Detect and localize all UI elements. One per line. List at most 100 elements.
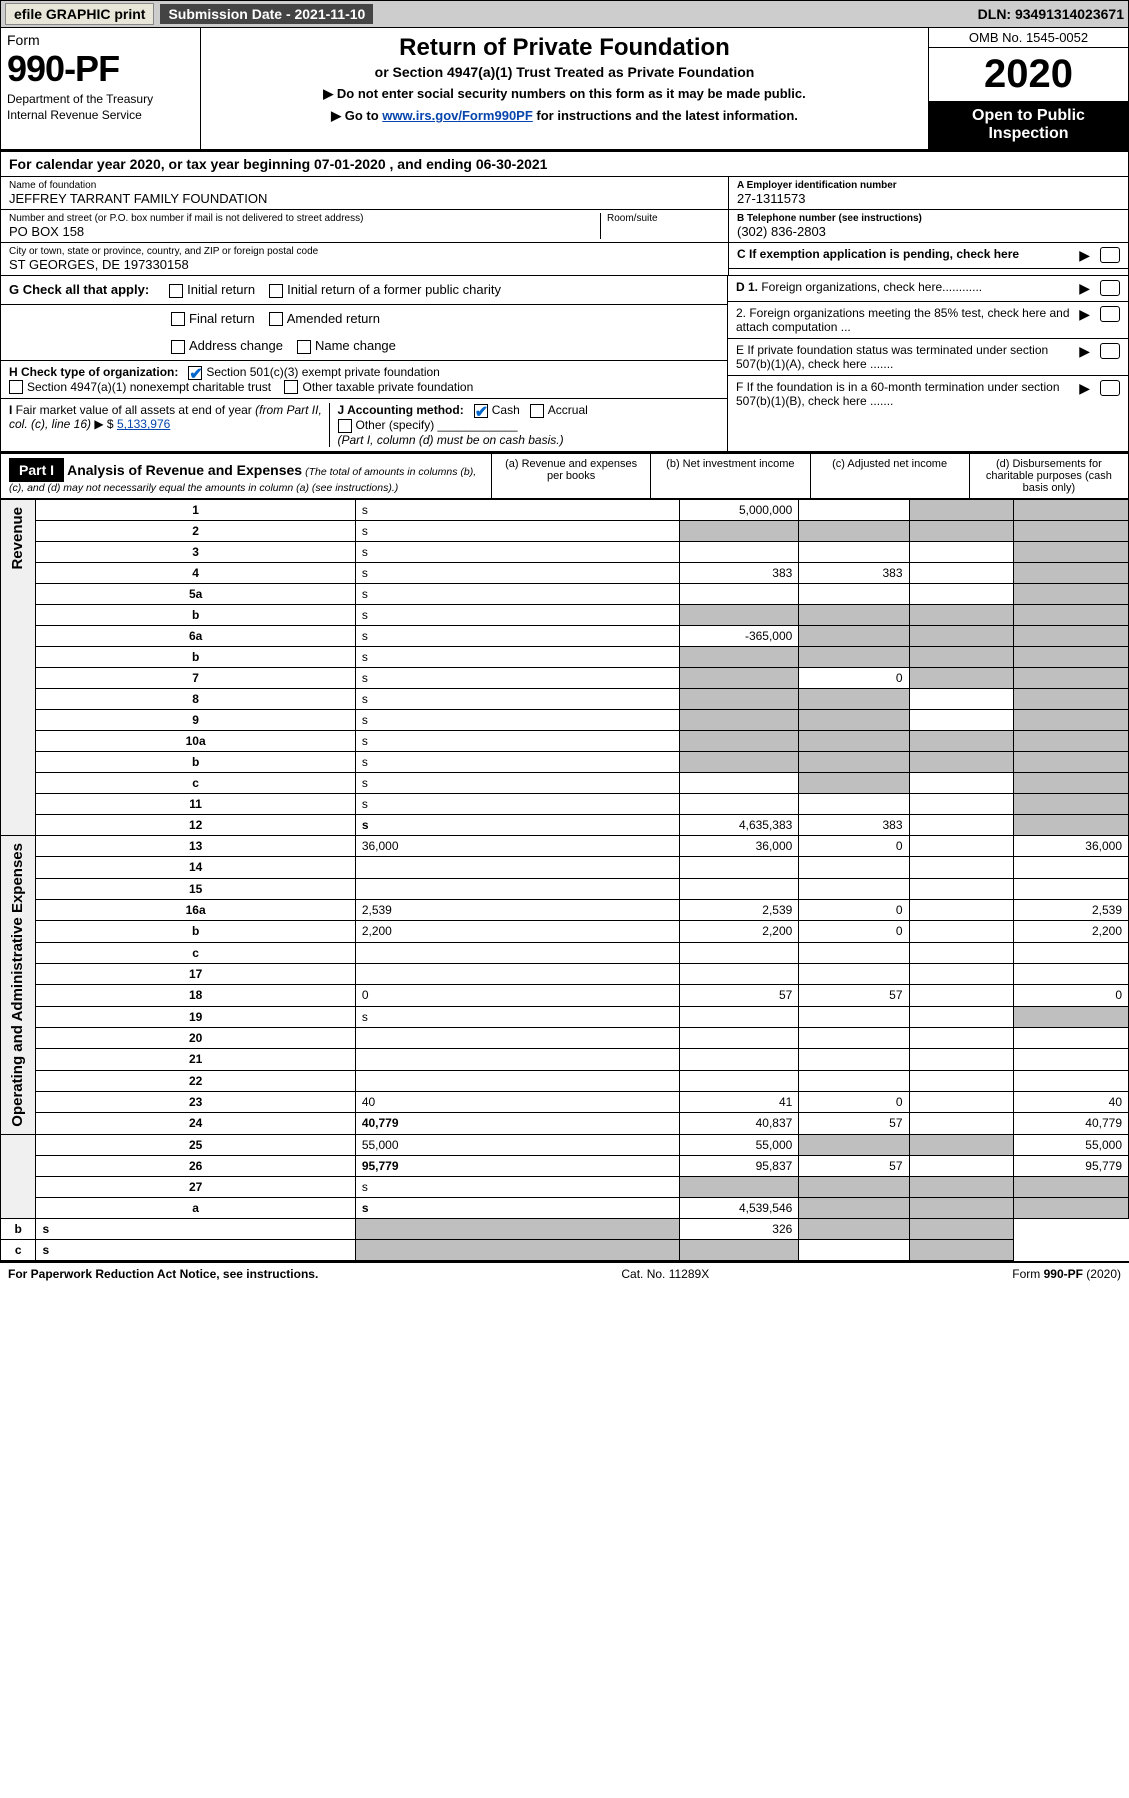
cell-a: 36,000 xyxy=(679,836,798,857)
cell-b: 326 xyxy=(679,1218,798,1239)
cell-c xyxy=(909,836,1014,857)
cell-c xyxy=(909,1049,1014,1070)
line-num: 11 xyxy=(36,794,355,815)
line-desc xyxy=(355,878,679,899)
footer-mid: Cat. No. 11289X xyxy=(621,1267,709,1281)
cell-d: 55,000 xyxy=(1014,1134,1129,1155)
cell-a xyxy=(679,731,798,752)
f-checkbox[interactable] xyxy=(1100,380,1120,396)
cell-b: 0 xyxy=(799,921,909,942)
cell-c xyxy=(909,647,1014,668)
line-desc: s xyxy=(355,605,679,626)
part1-header: Part I Analysis of Revenue and Expenses … xyxy=(0,452,1129,499)
cell-d: 40,779 xyxy=(1014,1113,1129,1134)
cell-c xyxy=(909,521,1014,542)
e-checkbox[interactable] xyxy=(1100,343,1120,359)
line-num: b xyxy=(36,647,355,668)
cell-b: 383 xyxy=(799,563,909,584)
g-initial-return-cb[interactable] xyxy=(169,284,183,298)
line-num: c xyxy=(36,773,355,794)
cell-d xyxy=(1014,605,1129,626)
cell-d xyxy=(909,1239,1014,1260)
line-desc: s xyxy=(355,563,679,584)
line-desc: s xyxy=(355,1006,679,1027)
cell-b xyxy=(799,963,909,984)
cell-b xyxy=(679,1239,798,1260)
cell-b xyxy=(799,752,909,773)
g-final-return-cb[interactable] xyxy=(171,312,185,326)
c-checkbox[interactable] xyxy=(1100,247,1120,263)
line-desc: s xyxy=(355,626,679,647)
efile-button[interactable]: efile GRAPHIC print xyxy=(5,3,154,25)
g-address-change-cb[interactable] xyxy=(171,340,185,354)
d2-checkbox[interactable] xyxy=(1100,306,1120,322)
line-desc: s xyxy=(355,521,679,542)
h-4947-cb[interactable] xyxy=(9,380,23,394)
line-num: 20 xyxy=(36,1027,355,1048)
line-desc: s xyxy=(355,752,679,773)
department: Department of the Treasury xyxy=(7,92,194,106)
note-ssn: ▶ Do not enter social security numbers o… xyxy=(207,86,922,102)
cell-a xyxy=(679,668,798,689)
col-b-header: (b) Net investment income xyxy=(650,454,809,498)
j-other-cb[interactable] xyxy=(338,419,352,433)
cell-d: 40 xyxy=(1014,1091,1129,1112)
cell-d xyxy=(1014,878,1129,899)
room-label: Room/suite xyxy=(607,213,720,224)
cell-a xyxy=(679,857,798,878)
line-num: 23 xyxy=(36,1091,355,1112)
instructions-link[interactable]: www.irs.gov/Form990PF xyxy=(382,108,533,123)
j-label: J Accounting method: xyxy=(338,403,464,417)
cell-d xyxy=(1014,668,1129,689)
c-exemption-label: C If exemption application is pending, c… xyxy=(737,247,1079,261)
line-desc: s xyxy=(355,584,679,605)
cell-c xyxy=(909,1197,1014,1218)
h-other-taxable-cb[interactable] xyxy=(284,380,298,394)
line-desc: s xyxy=(355,542,679,563)
cell-b xyxy=(799,689,909,710)
cell-a xyxy=(679,752,798,773)
line-desc: s xyxy=(355,668,679,689)
form-title: Return of Private Foundation xyxy=(207,34,922,62)
g-initial-former-cb[interactable] xyxy=(269,284,283,298)
line-desc: s xyxy=(355,689,679,710)
cell-a xyxy=(679,1027,798,1048)
h-501c3-cb[interactable] xyxy=(188,366,202,380)
line-desc: s xyxy=(355,1176,679,1197)
col-d-header: (d) Disbursements for charitable purpose… xyxy=(969,454,1128,498)
form-label: Form xyxy=(7,32,194,48)
line-num: a xyxy=(36,1197,355,1218)
cell-d xyxy=(1014,1176,1129,1197)
cell-b: 0 xyxy=(799,836,909,857)
d1-label: D 1. Foreign organizations, check here..… xyxy=(736,280,1079,294)
cell-d xyxy=(1014,689,1129,710)
j-accrual-cb[interactable] xyxy=(530,404,544,418)
line-desc: 0 xyxy=(355,985,679,1006)
city-label: City or town, state or province, country… xyxy=(9,246,720,257)
opex-side-label: Operating and Administrative Expenses xyxy=(7,839,28,1131)
cell-d xyxy=(1014,710,1129,731)
i-value[interactable]: 5,133,976 xyxy=(117,417,170,431)
cell-d xyxy=(1014,563,1129,584)
cell-c xyxy=(909,794,1014,815)
cell-c xyxy=(909,752,1014,773)
line-desc: 2,539 xyxy=(355,899,679,920)
cell-c xyxy=(799,1218,909,1239)
line-num: 10a xyxy=(36,731,355,752)
cell-c xyxy=(909,878,1014,899)
cell-b xyxy=(799,626,909,647)
cell-b xyxy=(799,942,909,963)
cell-a xyxy=(679,710,798,731)
cell-d: 2,200 xyxy=(1014,921,1129,942)
phone-label: B Telephone number (see instructions) xyxy=(737,213,1120,224)
line-desc: 40 xyxy=(355,1091,679,1112)
d1-checkbox[interactable] xyxy=(1100,280,1120,296)
j-cash-cb[interactable] xyxy=(474,404,488,418)
g-amended-cb[interactable] xyxy=(269,312,283,326)
line-desc xyxy=(355,942,679,963)
cell-a xyxy=(679,584,798,605)
col-a-header: (a) Revenue and expenses per books xyxy=(491,454,650,498)
g-name-change-cb[interactable] xyxy=(297,340,311,354)
line-desc xyxy=(355,1027,679,1048)
line-num: 17 xyxy=(36,963,355,984)
